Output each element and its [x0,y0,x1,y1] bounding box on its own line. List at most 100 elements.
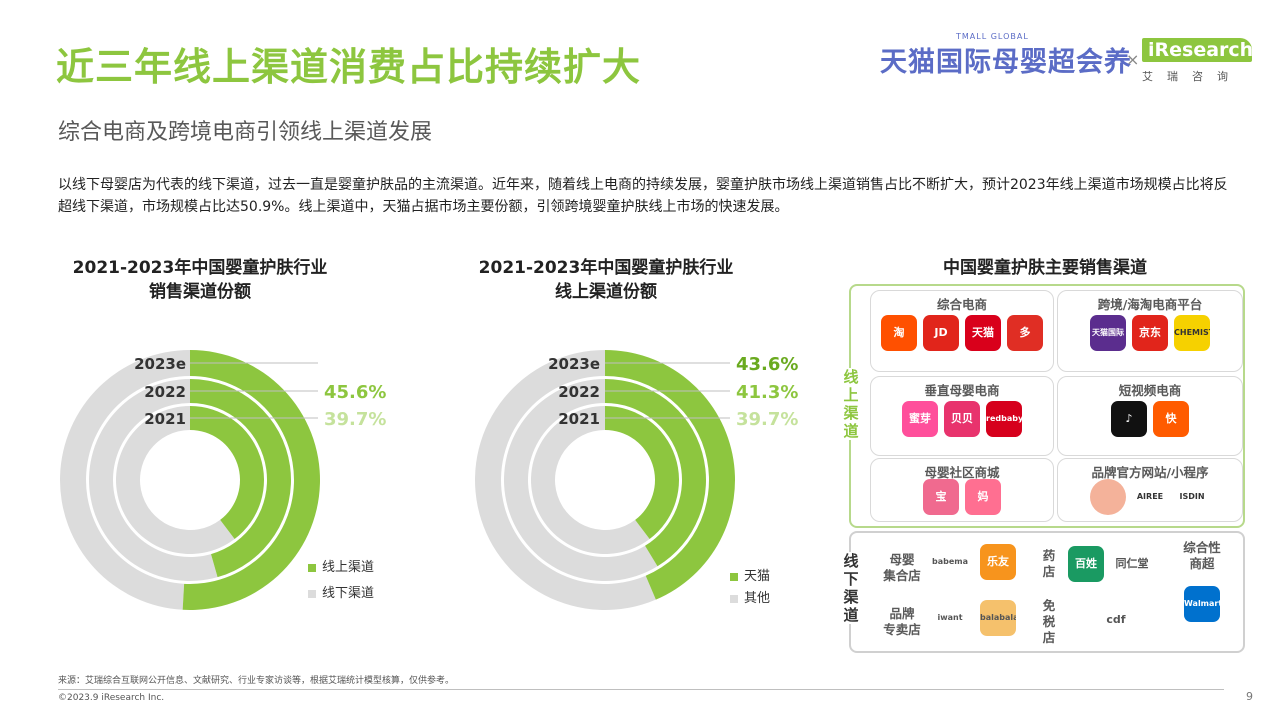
offline-channel-label: 线下渠道 [842,552,860,624]
chart2-title: 2021-2023年中国婴童护肤行业 线上渠道份额 [466,256,746,304]
kuaishou-logo-icon: 快 [1153,401,1189,437]
ring-2022-线上渠道-slice [190,379,291,578]
legend-swatch-other [730,594,738,603]
online-group-title: 品牌官方网站/小程序 [1091,465,1209,480]
online-group-title: 跨境/海淘电商平台 [1097,297,1203,312]
online-group-title: 垂直母婴电商 [924,383,1000,398]
online-group-0: 综合电商淘 JD 天猫多 [870,290,1054,372]
cdf-logo-icon: cdf [1098,602,1134,638]
ring-2023e-线上渠道-slice [182,350,321,610]
online-group-title: 短视频电商 [1118,383,1182,398]
legend-label: 天猫 [744,569,771,584]
airee-logo-icon: AIREE [1132,479,1168,515]
chart2-title-line1: 2021-2023年中国婴童护肤行业 [478,258,734,278]
online-group-5: 品牌官方网站/小程序 AIREE ISDIN [1057,458,1243,522]
jd-logo-icon: JD [923,315,959,351]
beibei-logo-icon: 贝贝 [944,401,980,437]
online-group-title: 综合电商 [936,297,987,312]
online-group-4: 母婴社区商城宝妈 [870,458,1054,522]
ring-2022-其他-slice [504,379,658,581]
chart1-title-line1: 2021-2023年中国婴童护肤行业 [72,258,328,278]
ring-label-2023e: 2023e [548,355,600,373]
page-title: 近三年线上渠道消费占比持续扩大 [56,45,642,89]
offline-group-title-0: 母婴 集合店 [883,552,921,583]
channel-diagram-title: 中国婴童护肤主要销售渠道 [943,258,1147,278]
leyou-logo-icon: 乐友 [980,544,1016,580]
ring-2023e-天猫-slice [605,350,735,600]
walmart-logo-icon: Walmart [1184,586,1220,622]
isdin-logo-icon: ISDIN [1174,479,1210,515]
legend-label: 线上渠道 [322,560,375,575]
ring-2021-线下渠道-slice [116,406,235,554]
mia-logo-icon: 蜜芽 [902,401,938,437]
offline-group-title-2: 药店 [1042,548,1056,579]
offline-group-title-3: 免税店 [1042,598,1056,645]
page-number: 9 [1246,690,1253,703]
value-label-2023e: 43.6% [736,354,798,375]
iresearch-cn-name: 艾瑞咨询 [1142,70,1242,83]
legend-label: 线下渠道 [322,586,375,601]
legend-swatch-tmall [730,572,738,581]
online-group-2: 垂直母婴电商蜜芽 贝贝 redbaby [870,376,1054,456]
online-channel-label: 线上渠道 [842,368,860,440]
tmall-brand-name: 天猫国际母婴超会养 [880,47,1132,78]
chart2-legend-tmall: 天猫 [730,565,770,584]
legend-swatch-online [308,563,316,572]
chart1-title: 2021-2023年中国婴童护肤行业 销售渠道份额 [60,256,340,304]
ring-2021-线上渠道-slice [190,406,264,540]
ring-2022-线下渠道-slice [88,379,218,581]
footer-divider [58,689,1224,690]
value-label-2021: 39.7% [324,409,386,430]
ring-label-2021: 2021 [144,410,186,428]
pinduoduo-logo-icon: 多 [1007,315,1043,351]
iwant-logo-icon: iwant [932,600,968,636]
mama-logo-icon: 妈 [965,479,1001,515]
ring-2023e-其他-slice [474,350,656,610]
ring-2023e-线下渠道-slice [59,350,190,610]
times-symbol: × [1126,50,1140,69]
value-label-2022: 45.6% [324,382,386,403]
offline-group-title-1: 品牌 专卖店 [883,606,921,637]
copyright: ©2023.9 iResearch Inc. [58,693,165,703]
balabala-logo-icon: balabala [980,600,1016,636]
redbaby-logo-icon: redbaby [986,401,1022,437]
ring-label-2022: 2022 [144,383,186,401]
ring-2021-其他-slice [531,406,650,554]
legend-swatch-offline [308,589,316,598]
chart1-legend-online: 线上渠道 [308,556,374,575]
online-group-title: 母婴社区商城 [924,465,1000,480]
iresearch-logo: iResearch [1142,38,1253,62]
jd-global-logo-icon: 京东 [1132,315,1168,351]
ring-label-2022: 2022 [558,383,600,401]
ring-2022-天猫-slice [605,379,706,567]
online-group-1: 跨境/海淘电商平台天猫国际京东CHEMIST [1057,290,1243,372]
laobaixing-logo-icon: 百姓 [1068,546,1104,582]
offline-group-title-4: 综合性 商超 [1183,540,1221,571]
online-group-3: 短视频电商 ♪ 快 [1057,376,1243,456]
chart2-legend-other: 其他 [730,587,770,606]
babytree-logo-icon: 宝 [923,479,959,515]
chart1-donut: 2023e 2022 45.6% 2021 39.7% [59,350,386,610]
legend-label: 其他 [744,591,771,606]
chart1-title-line2: 销售渠道份额 [149,282,251,302]
ring-label-2023e: 2023e [134,355,186,373]
douyin-logo-icon: ♪ [1111,401,1147,437]
tongrentang-logo-icon: 同仁堂 [1114,546,1150,582]
online-label-text: 线上渠道 [843,368,859,440]
tmall-logo-icon: 天猫 [965,315,1001,351]
page-description: 以线下母婴店为代表的线下渠道，过去一直是婴童护肤品的主流渠道。近年来，随着线上电… [58,177,1228,215]
ring-2021-天猫-slice [605,406,679,540]
chart2-title-line2: 线上渠道份额 [555,282,657,302]
ring-label-2021: 2021 [558,410,600,428]
babemax-logo-icon: babemax [932,544,968,580]
page-subtitle: 综合电商及跨境电商引领线上渠道发展 [58,120,433,145]
tmall-global-tag: TMALL GLOBAL [956,32,1029,41]
value-label-2022: 41.3% [736,382,798,403]
offline-label-text: 线下渠道 [843,552,859,624]
taobao-logo-icon: 淘 [881,315,917,351]
brand-logos: TMALL GLOBAL 天猫国际母婴超会养 × iResearch 艾瑞咨询 [880,30,1260,90]
source-note: 来源：艾瑞综合互联网公开信息、文献研究、行业专家访谈等，根据艾瑞统计模型核算，仅… [58,676,455,686]
brand-circle-logo-icon [1090,479,1126,515]
chemist-logo-icon: CHEMIST [1174,315,1210,351]
value-label-2021: 39.7% [736,409,798,430]
